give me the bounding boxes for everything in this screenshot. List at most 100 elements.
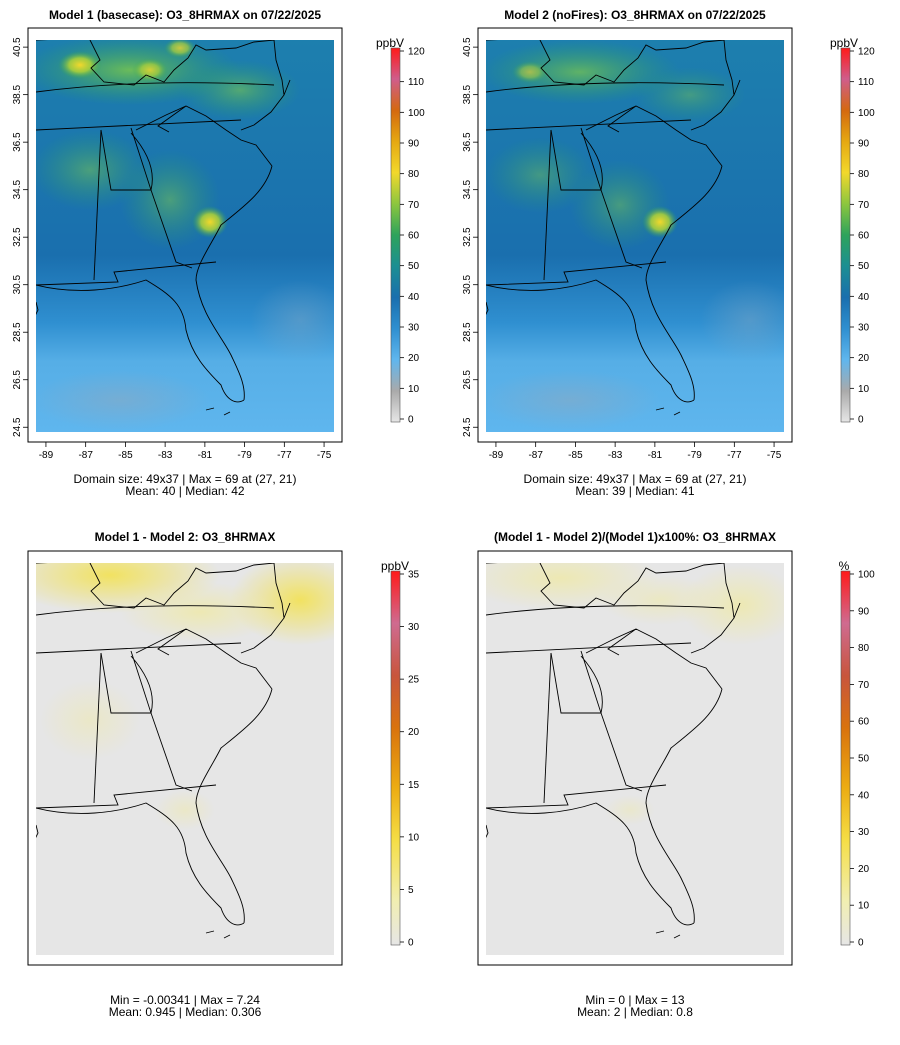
x-tick-label: -79 bbox=[687, 450, 702, 461]
x-tick-label: -83 bbox=[608, 450, 623, 461]
x-tick-label: -89 bbox=[39, 450, 54, 461]
panel-title: Model 1 (basecase): O3_8HRMAX on 07/22/2… bbox=[49, 8, 321, 22]
y-tick-label: 36.5 bbox=[12, 132, 23, 152]
stats-line-1: Domain size: 49x37 | Max = 69 at (27, 21… bbox=[524, 472, 747, 486]
y-axis: 40.5 38.5 36.5 34.5 32.5 30.5 28.5 26.5 24.5 bbox=[462, 37, 478, 437]
colorbar-tick-label: 60 bbox=[858, 231, 870, 242]
x-tick-label: -81 bbox=[648, 450, 663, 461]
panel-model2: Model 2 (noFires): O3_8HRMAX on 07/22/20… bbox=[462, 8, 875, 498]
colorbar-tick-label: 70 bbox=[408, 200, 420, 211]
y-tick-label: 38.5 bbox=[462, 84, 473, 104]
y-tick-label: 30.5 bbox=[462, 275, 473, 295]
panel-model1: Model 1 (basecase): O3_8HRMAX on 07/22/2… bbox=[12, 8, 425, 498]
colorbar-tick-label: 20 bbox=[408, 353, 420, 364]
stats-line-2: Mean: 39 | Median: 41 bbox=[575, 484, 695, 498]
colorbar-tick-label: 30 bbox=[408, 323, 420, 334]
colorbar-tick-label: 100 bbox=[858, 108, 875, 119]
x-tick-label: -85 bbox=[568, 450, 583, 461]
colorbar-tick-label: 35 bbox=[408, 570, 420, 581]
colorbar-tick-label: 70 bbox=[858, 680, 870, 691]
y-tick-label: 30.5 bbox=[12, 275, 23, 295]
colorbar-tick-label: 20 bbox=[858, 864, 870, 875]
colorbar: ppbV 0 10 20 30 40 50 60 70 80 90 100 110 120 bbox=[376, 36, 425, 426]
colorbar: ppbV 0 10 20 30 40 50 60 70 80 90 100 110 120 bbox=[830, 36, 875, 426]
colorbar-tick-label: 120 bbox=[858, 47, 875, 58]
colorbar-tick-label: 10 bbox=[858, 384, 870, 395]
y-tick-label: 26.5 bbox=[12, 370, 23, 390]
colorbar-tick-label: 40 bbox=[408, 292, 420, 303]
y-tick-label: 34.5 bbox=[462, 180, 473, 200]
y-tick-label: 28.5 bbox=[12, 322, 23, 342]
y-tick-label: 32.5 bbox=[12, 227, 23, 247]
stats-line-2: Mean: 2 | Median: 0.8 bbox=[577, 1005, 693, 1019]
colorbar-unit: % bbox=[839, 559, 850, 573]
colorbar-unit: ppbV bbox=[830, 36, 858, 50]
colorbar-gradient bbox=[390, 570, 401, 946]
colorbar-tick-label: 110 bbox=[858, 77, 874, 88]
x-tick-label: -89 bbox=[489, 450, 504, 461]
x-tick-label: -75 bbox=[317, 450, 332, 461]
heatmap-field bbox=[36, 40, 334, 432]
colorbar-tick-label: 0 bbox=[408, 938, 414, 949]
colorbar-gradient bbox=[840, 47, 851, 423]
heatmap-field bbox=[36, 563, 334, 955]
panel-title: Model 2 (noFires): O3_8HRMAX on 07/22/20… bbox=[504, 8, 766, 22]
stats-line-1: Domain size: 49x37 | Max = 69 at (27, 21… bbox=[74, 472, 297, 486]
colorbar-tick-label: 40 bbox=[858, 292, 870, 303]
y-axis: 40.5 38.5 36.5 34.5 32.5 30.5 28.5 26.5 24.5 bbox=[12, 37, 28, 437]
colorbar-tick-label: 0 bbox=[858, 938, 864, 949]
panel-title: (Model 1 - Model 2)/(Model 1)x100%: O3_8… bbox=[494, 530, 776, 544]
colorbar-tick-label: 30 bbox=[858, 323, 870, 334]
colorbar-tick-label: 100 bbox=[858, 570, 875, 581]
x-tick-label: -75 bbox=[767, 450, 782, 461]
colorbar-tick-label: 0 bbox=[858, 415, 864, 426]
x-tick-label: -77 bbox=[727, 450, 742, 461]
y-tick-label: 24.5 bbox=[462, 417, 473, 437]
colorbar-tick-label: 60 bbox=[858, 717, 870, 728]
x-axis: -89 -87 -85 -83 -81 -79 -77 -75 bbox=[39, 442, 332, 461]
colorbar-tick-label: 100 bbox=[408, 108, 425, 119]
colorbar-tick-label: 90 bbox=[858, 139, 870, 150]
colorbar-tick-label: 25 bbox=[408, 675, 420, 686]
y-tick-label: 36.5 bbox=[462, 132, 473, 152]
colorbar-tick-label: 50 bbox=[858, 754, 870, 765]
colorbar-tick-label: 120 bbox=[408, 47, 425, 58]
y-tick-label: 38.5 bbox=[12, 84, 23, 104]
colorbar-tick-label: 5 bbox=[408, 885, 414, 896]
panel-difference: Model 1 - Model 2: O3_8HRMAX Min = -0.00… bbox=[27, 530, 420, 1019]
colorbar-tick-label: 50 bbox=[408, 261, 420, 272]
colorbar-unit: ppbV bbox=[376, 36, 404, 50]
x-tick-label: -85 bbox=[118, 450, 133, 461]
colorbar-tick-label: 0 bbox=[408, 415, 414, 426]
stats-line-2: Mean: 0.945 | Median: 0.306 bbox=[109, 1005, 262, 1019]
y-tick-label: 26.5 bbox=[462, 370, 473, 390]
colorbar-unit: ppbV bbox=[381, 559, 409, 573]
colorbar-tick-label: 10 bbox=[858, 901, 870, 912]
heatmap-field bbox=[486, 40, 784, 432]
colorbar-tick-label: 10 bbox=[408, 384, 420, 395]
x-tick-label: -79 bbox=[237, 450, 252, 461]
stats-line-2: Mean: 40 | Median: 42 bbox=[125, 484, 245, 498]
colorbar-tick-label: 80 bbox=[858, 643, 870, 654]
x-tick-label: -87 bbox=[528, 450, 543, 461]
x-axis: -89 -87 -85 -83 -81 -79 -77 -75 bbox=[489, 442, 782, 461]
colorbar-tick-label: 70 bbox=[858, 200, 870, 211]
colorbar-tick-label: 15 bbox=[408, 780, 420, 791]
colorbar-ticks: 0 10 20 30 40 50 60 70 80 90 100 110 120 bbox=[850, 47, 875, 426]
colorbar-tick-label: 80 bbox=[858, 169, 870, 180]
colorbar-tick-label: 90 bbox=[858, 606, 870, 617]
y-tick-label: 28.5 bbox=[462, 322, 473, 342]
colorbar-tick-label: 50 bbox=[858, 261, 870, 272]
colorbar-ticks: 0 10 20 30 40 50 60 70 80 90 100 110 120 bbox=[400, 47, 425, 426]
colorbar-tick-label: 30 bbox=[858, 827, 870, 838]
x-tick-label: -77 bbox=[277, 450, 292, 461]
colorbar-tick-label: 40 bbox=[858, 790, 870, 801]
colorbar-gradient bbox=[390, 47, 401, 423]
y-tick-label: 40.5 bbox=[462, 37, 473, 57]
colorbar-tick-label: 20 bbox=[858, 353, 870, 364]
colorbar-tick-label: 110 bbox=[408, 77, 424, 88]
panel-percent-difference: (Model 1 - Model 2)/(Model 1)x100%: O3_8… bbox=[477, 530, 875, 1019]
x-tick-label: -83 bbox=[158, 450, 173, 461]
stats-line-1: Min = 0 | Max = 13 bbox=[585, 993, 684, 1007]
